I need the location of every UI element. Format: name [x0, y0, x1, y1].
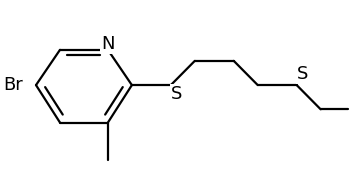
Text: Br: Br [4, 76, 23, 94]
Text: S: S [171, 85, 182, 103]
Text: N: N [101, 35, 115, 53]
Text: S: S [297, 65, 308, 83]
